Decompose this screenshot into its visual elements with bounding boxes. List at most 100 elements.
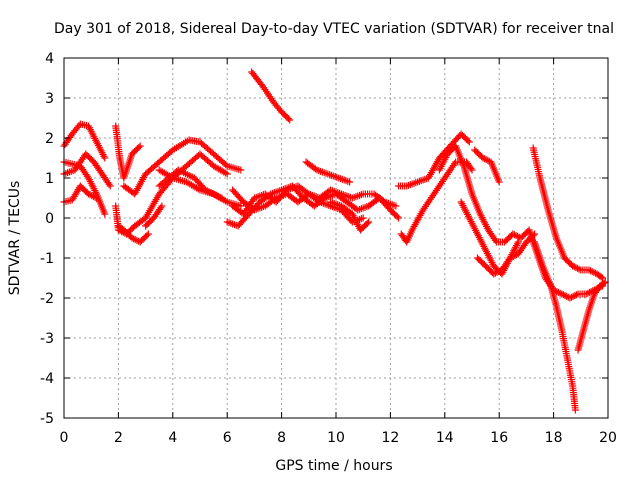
data-point-marker bbox=[465, 138, 473, 146]
series-arc-n bbox=[229, 182, 400, 218]
data-point-marker bbox=[223, 170, 231, 178]
data-point-marker bbox=[106, 182, 114, 190]
data-point-marker bbox=[143, 231, 151, 239]
data-point-marker bbox=[114, 226, 122, 234]
x-tick-label: 4 bbox=[168, 430, 177, 446]
x-tick-label: 12 bbox=[381, 430, 399, 446]
x-tick-label: 6 bbox=[223, 430, 232, 446]
data-point-marker bbox=[468, 166, 476, 174]
y-tick-label: -5 bbox=[40, 411, 54, 427]
y-tick-label: 0 bbox=[45, 211, 54, 227]
data-point-marker bbox=[510, 231, 518, 239]
data-point-marker bbox=[284, 115, 292, 123]
data-point-marker bbox=[91, 193, 99, 201]
data-point-marker bbox=[88, 192, 96, 200]
x-tick-label: 18 bbox=[545, 430, 563, 446]
x-tick-label: 8 bbox=[277, 430, 286, 446]
series-arc-m bbox=[229, 186, 367, 226]
data-point-marker bbox=[395, 214, 403, 222]
series-arc-w bbox=[473, 230, 539, 278]
data-point-marker bbox=[481, 155, 489, 163]
data-point-marker bbox=[286, 116, 294, 124]
data-point-marker bbox=[600, 279, 608, 287]
data-point-marker bbox=[588, 268, 596, 276]
data-point-marker bbox=[222, 169, 229, 177]
data-point-marker bbox=[531, 230, 539, 238]
data-point-marker bbox=[75, 122, 83, 130]
data-point-marker bbox=[584, 289, 592, 297]
data-point-marker bbox=[346, 178, 354, 186]
data-point-marker bbox=[89, 192, 97, 200]
data-point-marker bbox=[566, 294, 574, 302]
y-tick-label: 3 bbox=[45, 91, 54, 107]
y-tick-label: -2 bbox=[40, 291, 54, 307]
y-tick-label: 1 bbox=[45, 171, 54, 187]
data-point-marker bbox=[575, 265, 583, 273]
data-point-marker bbox=[101, 210, 109, 218]
data-point-marker bbox=[222, 197, 229, 205]
x-axis-label: GPS time / hours bbox=[275, 458, 392, 474]
data-point-marker bbox=[158, 202, 166, 210]
data-point-marker bbox=[84, 190, 92, 198]
data-point-marker bbox=[569, 262, 577, 270]
data-point-marker bbox=[467, 164, 475, 172]
series-arc-a bbox=[60, 120, 109, 162]
series-arc-z bbox=[574, 278, 609, 354]
data-point-marker bbox=[574, 264, 582, 272]
data-point-marker bbox=[571, 406, 579, 414]
data-point-marker bbox=[495, 178, 503, 186]
data-point-marker bbox=[582, 290, 590, 298]
series-arc-d bbox=[60, 182, 101, 206]
x-tick-label: 2 bbox=[114, 430, 123, 446]
x-tick-label: 10 bbox=[327, 430, 345, 446]
x-tick-label: 16 bbox=[490, 430, 508, 446]
axis-ticks bbox=[63, 57, 609, 419]
data-point-marker bbox=[597, 273, 605, 281]
data-point-marker bbox=[482, 156, 490, 164]
series-arc-v bbox=[471, 146, 503, 186]
data-marks bbox=[60, 68, 609, 414]
data-point-marker bbox=[101, 154, 109, 162]
data-point-marker bbox=[93, 194, 101, 202]
y-tick-label: 2 bbox=[45, 131, 54, 147]
data-point-marker bbox=[508, 253, 516, 261]
data-point-marker bbox=[116, 227, 124, 235]
data-point-marker bbox=[590, 268, 598, 276]
data-point-marker bbox=[491, 236, 499, 244]
y-tick-label: -1 bbox=[40, 251, 54, 267]
data-point-marker bbox=[599, 274, 607, 282]
y-tick-label: -3 bbox=[40, 331, 54, 347]
data-point-marker bbox=[563, 292, 571, 300]
data-point-marker bbox=[491, 269, 499, 277]
series-arc-g bbox=[112, 174, 245, 238]
series-arc-y bbox=[531, 238, 579, 414]
series-arc-o bbox=[248, 68, 294, 124]
data-point-marker bbox=[529, 231, 537, 239]
data-point-marker bbox=[585, 266, 593, 274]
series-arc-q bbox=[327, 198, 373, 234]
data-point-marker bbox=[464, 137, 472, 145]
data-point-marker bbox=[144, 230, 152, 238]
data-point-marker bbox=[135, 143, 143, 151]
data-point-marker bbox=[506, 254, 514, 262]
data-point-marker bbox=[237, 166, 245, 174]
data-point-marker bbox=[490, 270, 498, 278]
data-point-marker bbox=[509, 230, 517, 238]
series-arc-h bbox=[142, 202, 166, 230]
data-point-marker bbox=[484, 156, 492, 164]
series-arc-s bbox=[395, 130, 473, 190]
data-point-marker bbox=[493, 268, 501, 276]
data-point-marker bbox=[554, 288, 562, 296]
data-point-marker bbox=[128, 234, 136, 242]
data-point-marker bbox=[511, 252, 519, 260]
series-arc-r bbox=[397, 158, 476, 246]
y-tick-label: 4 bbox=[45, 51, 54, 67]
data-point-marker bbox=[558, 290, 566, 298]
data-point-marker bbox=[131, 236, 139, 244]
data-point-marker bbox=[571, 292, 579, 300]
data-point-marker bbox=[136, 142, 144, 150]
series-arc-i bbox=[120, 136, 245, 198]
data-point-marker bbox=[569, 292, 577, 300]
data-point-marker bbox=[572, 291, 580, 299]
data-point-marker bbox=[118, 228, 126, 236]
